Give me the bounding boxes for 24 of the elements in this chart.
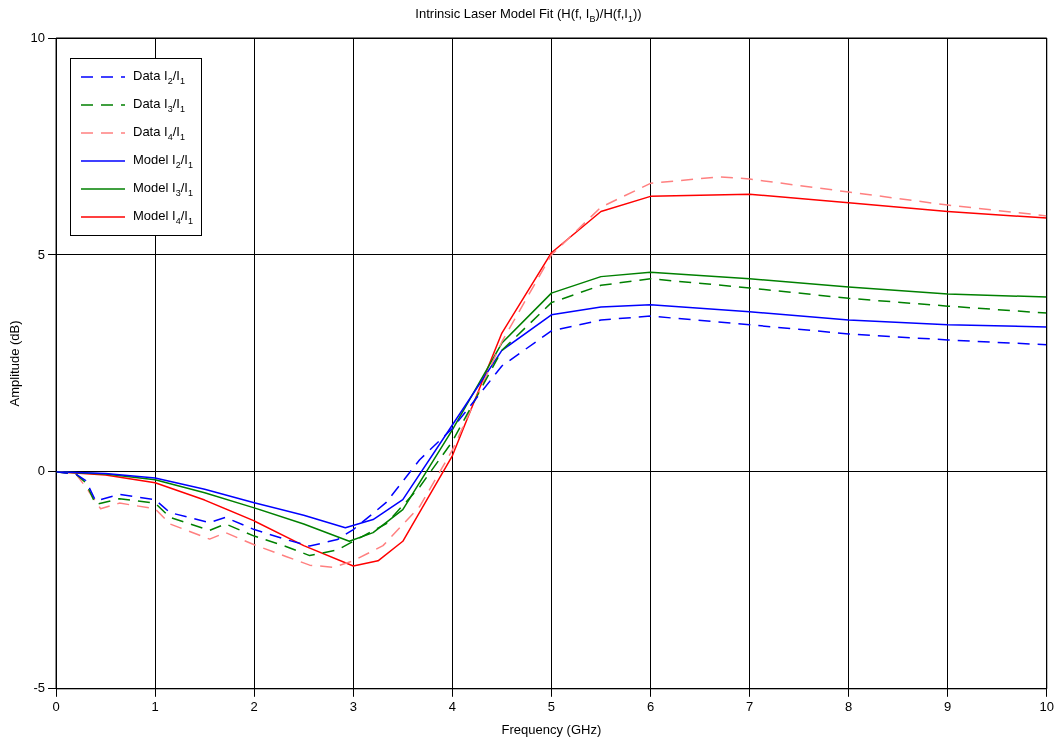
y-tick-label: 5 [37,246,46,262]
x-tick-label: 1 [151,699,159,715]
x-tick-label: 10 [1039,699,1054,715]
x-tick-label: 5 [547,699,556,715]
x-axis-title: Frequency (GHz) [501,721,602,737]
legend-label: Model I$_{4}$/I$_{1}$ [133,208,193,226]
y-tick-label: 10 [30,29,46,45]
x-tick-label: 8 [845,699,853,715]
x-tick-label: 0 [52,699,60,715]
y-axis-title: Amplitude (dB) [7,320,23,407]
legend-label: Data I$_{2}$/I$_{1}$ [133,68,185,86]
legend-label: Data I$_{4}$/I$_{1}$ [133,124,185,142]
x-tick-label: 9 [944,699,952,715]
legend-label: Data I$_{3}$/I$_{1}$ [133,96,185,114]
x-tick-label: 4 [448,699,456,715]
y-tick-label: 0 [37,463,46,479]
y-tick-label: -5 [33,680,46,696]
x-tick-label: 7 [745,699,754,715]
chart-title: Intrinsic Laser Model Fit (H(f, I$_{B}$)/H(f,I$_{1}$)) [414,6,643,24]
x-tick-label: 6 [646,699,655,715]
x-tick-label: 3 [349,699,357,715]
legend-label: Model I$_{2}$/I$_{1}$ [133,152,193,170]
legend-label: Model I$_{3}$/I$_{1}$ [133,180,193,198]
x-tick-label: 2 [250,699,258,715]
